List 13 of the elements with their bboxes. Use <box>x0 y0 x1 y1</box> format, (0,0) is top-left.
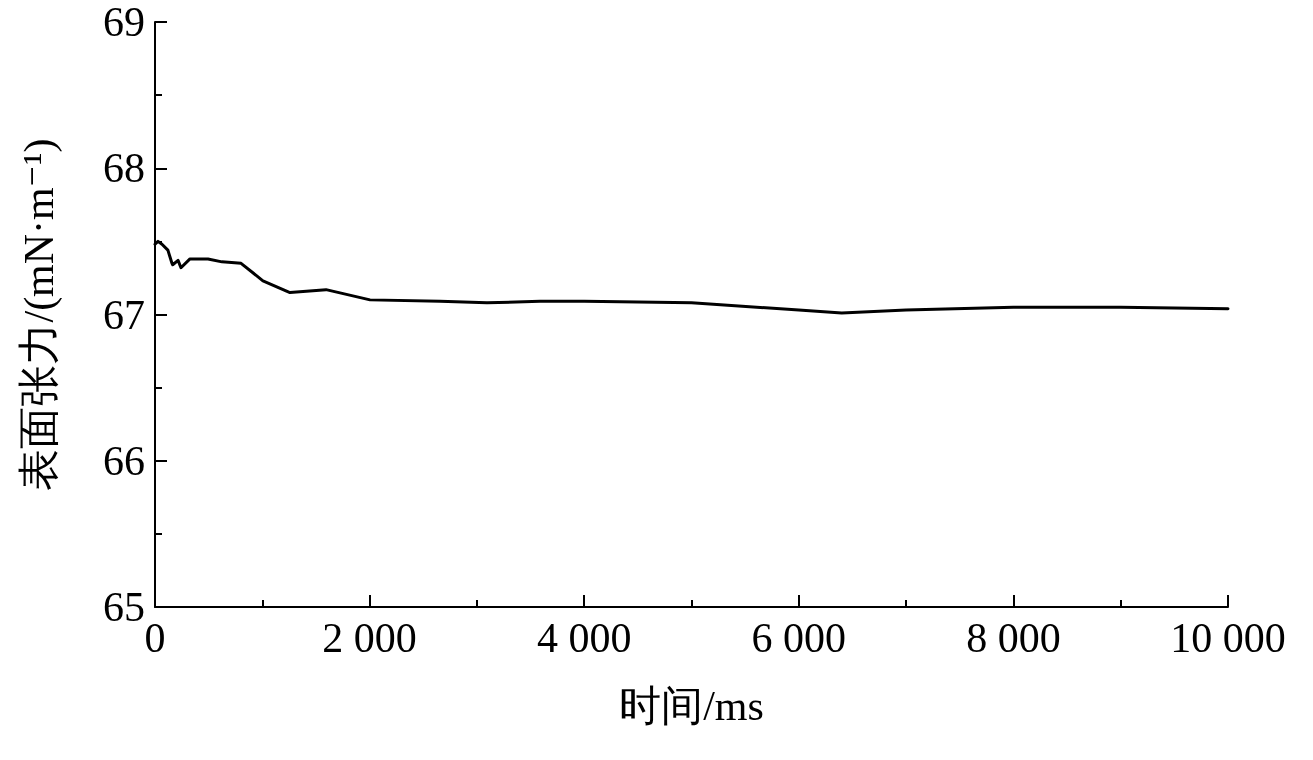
x-tick-label: 10 000 <box>1170 615 1286 661</box>
y-tick-label: 67 <box>103 291 145 338</box>
x-tick-label: 8 000 <box>966 615 1061 661</box>
x-tick-label: 2 000 <box>322 615 417 661</box>
y-tick-label: 69 <box>103 0 145 45</box>
x-tick-label: 6 000 <box>751 615 847 661</box>
y-tick-label: 66 <box>103 437 145 484</box>
x-tick-label: 4 000 <box>536 615 632 661</box>
x-axis-title: 时间/ms <box>619 683 764 729</box>
y-axis-title: 表面张力/(mN·m⁻¹) <box>16 138 63 491</box>
x-tick-label: 0 <box>144 615 166 661</box>
y-tick-label: 65 <box>103 584 145 630</box>
y-tick-label: 68 <box>103 145 145 192</box>
